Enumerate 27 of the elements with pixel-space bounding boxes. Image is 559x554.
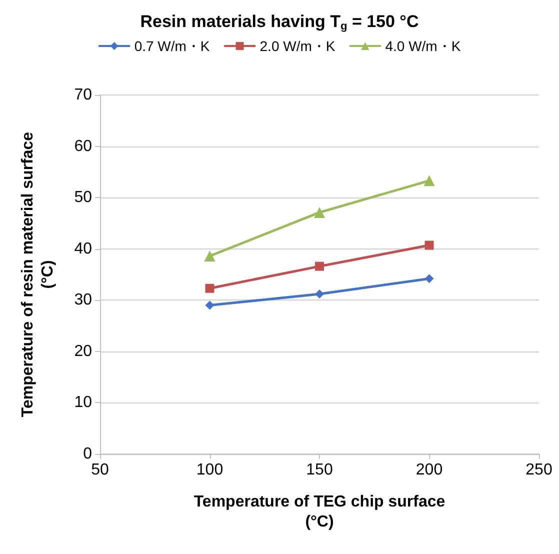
y-tick-label: 50 <box>74 189 92 206</box>
legend-label: 4.0 W/m・K <box>385 38 462 54</box>
x-tick-label: 200 <box>416 462 443 478</box>
point <box>315 262 324 271</box>
legend-label: 0.7 W/m・K <box>134 38 210 54</box>
point <box>315 289 324 298</box>
y-tick-label: 70 <box>74 86 92 104</box>
point <box>424 274 434 284</box>
x-tick-label: 250 <box>526 462 552 478</box>
point <box>205 300 214 310</box>
point <box>205 284 214 293</box>
x-tick-label: 100 <box>196 462 224 478</box>
x-tick-label: 50 <box>91 462 109 478</box>
y-tick-label: 30 <box>74 292 92 309</box>
y-axis-title: Temperature of resin material surface (°C) <box>20 132 56 418</box>
point <box>204 250 216 262</box>
x-axis-title: Temperature of TEG chip surface (°C) <box>194 494 446 530</box>
y-tick-label: 60 <box>74 138 92 155</box>
legend-label: 2.0 W/m・K <box>260 38 336 54</box>
y-tick-label: 20 <box>74 342 92 360</box>
y-tick-label: 0 <box>83 446 92 462</box>
y-tick-label: 40 <box>74 240 92 258</box>
point <box>424 240 434 250</box>
point <box>314 206 325 218</box>
x-tick-label: 150 <box>306 462 333 478</box>
point <box>424 175 435 186</box>
y-tick-label: 10 <box>74 394 92 412</box>
